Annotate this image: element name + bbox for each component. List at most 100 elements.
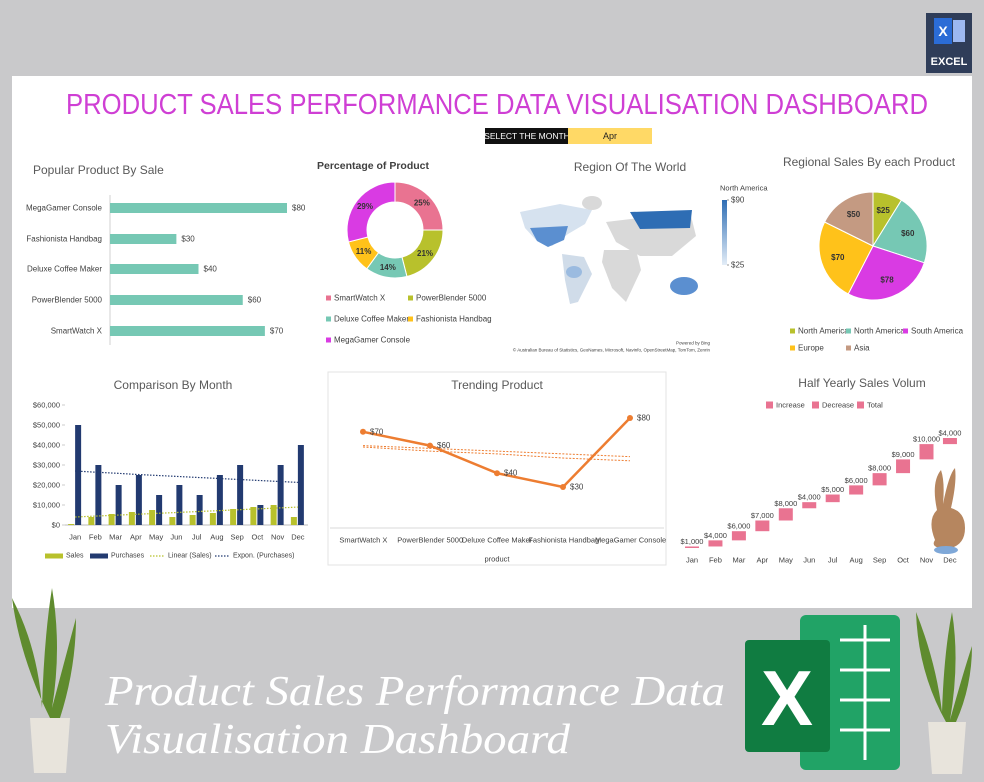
- dashboard-title: PRODUCT SALES PERFORMANCE DATA VISUALISA…: [66, 89, 928, 121]
- legend-label: Expon. (Purchases): [233, 553, 294, 560]
- legend-swatch: [326, 316, 331, 322]
- legend-swatch: [846, 328, 851, 334]
- map-land: [630, 210, 692, 229]
- legend-label: North America: [798, 327, 849, 336]
- legend-label: Europe: [798, 344, 824, 353]
- selected-month[interactable]: Apr: [603, 131, 617, 141]
- logo-letter: X: [938, 23, 948, 39]
- bar: [290, 517, 297, 525]
- x-tick-label: Nov: [271, 533, 285, 542]
- point: [627, 415, 633, 421]
- bar: [802, 502, 817, 509]
- point: [494, 470, 500, 477]
- chart-title: Percentage of Product: [317, 160, 430, 172]
- x-tick-label: Apr: [757, 556, 769, 565]
- bar: [778, 508, 793, 521]
- map-land: [602, 250, 641, 302]
- value-label: $4,000: [798, 493, 821, 502]
- legend-swatch: [790, 328, 795, 334]
- bar: [108, 514, 115, 525]
- value-label: $60: [437, 441, 451, 450]
- value-label: $80: [637, 414, 651, 423]
- value-label: $5,000: [821, 485, 844, 494]
- chart-title: Half Yearly Sales Volum: [798, 376, 925, 390]
- bar: [189, 515, 196, 525]
- x-tick-label: PowerBlender 5000: [397, 536, 463, 545]
- bar: [731, 531, 746, 541]
- bar: [135, 475, 142, 525]
- value-label: 21%: [417, 249, 433, 258]
- legend-swatch: [90, 553, 108, 559]
- legend-swatch: [326, 295, 331, 301]
- bunny-bowtie: [934, 546, 958, 554]
- legend-label: Asia: [854, 344, 870, 353]
- footer-title: Product Sales Performance Data: [104, 669, 725, 715]
- value-label: $8,000: [868, 464, 891, 473]
- footer-title: Visualisation Dashboard: [105, 717, 571, 763]
- plant-leaves: [916, 612, 972, 722]
- y-tick-label: $50,000: [33, 421, 60, 430]
- y-tick-label: $0: [52, 521, 60, 530]
- bar: [257, 505, 264, 525]
- x-tick-label: Feb: [89, 533, 102, 542]
- legend-swatch: [408, 295, 413, 301]
- value-label: $9,000: [892, 450, 915, 459]
- y-tick-label: $40,000: [33, 441, 60, 450]
- x-tick-label: MegaGamer Console: [595, 536, 666, 545]
- bar: [896, 459, 911, 474]
- x-tick-label: Nov: [920, 556, 934, 565]
- month-selector[interactable]: [568, 128, 652, 144]
- bar: [169, 517, 176, 525]
- x-tick-label: Jun: [170, 533, 182, 542]
- x-tick-label: Sep: [230, 533, 243, 542]
- bar: [277, 465, 284, 525]
- value-label: $80: [292, 204, 306, 213]
- value-label: $6,000: [727, 522, 750, 531]
- legend-label: SmartWatch X: [334, 294, 386, 303]
- value-label: 25%: [414, 199, 430, 208]
- point: [360, 428, 366, 435]
- x-tick-label: Jan: [69, 533, 81, 542]
- value-label: $78: [880, 276, 894, 285]
- slice: [346, 181, 396, 243]
- y-tick-label: $10,000: [33, 501, 60, 510]
- trendline: [75, 506, 298, 518]
- y-tick-label: $60,000: [33, 401, 60, 410]
- value-label: $60: [248, 296, 262, 305]
- bar: [156, 495, 163, 525]
- map-land: [566, 266, 582, 278]
- bar: [237, 465, 244, 525]
- credit: Powered by Bing: [676, 341, 711, 346]
- map-land: [530, 226, 568, 247]
- point: [560, 484, 566, 490]
- legend-swatch: [846, 345, 851, 351]
- legend-label: Decrease: [822, 401, 854, 410]
- legend-swatch: [903, 328, 908, 334]
- slice: [872, 199, 928, 264]
- bar: [176, 485, 183, 525]
- credit: © Australian Bureau of Statistics, GeoNa…: [513, 347, 711, 353]
- value-label: $4,000: [938, 429, 961, 438]
- excel-icon: [745, 640, 830, 752]
- excel-letter: X: [761, 654, 813, 742]
- legend-label: Linear (Sales): [168, 553, 212, 560]
- x-tick-label: Oct: [252, 533, 265, 542]
- legend-label: PowerBlender 5000: [416, 294, 487, 303]
- excel-grid: [840, 625, 890, 760]
- point: [427, 442, 433, 449]
- bar: [216, 475, 223, 525]
- category-label: SmartWatch X: [51, 327, 103, 336]
- bar: [919, 444, 934, 460]
- x-tick-label: Aug: [849, 556, 862, 565]
- legend-label: Purchases: [111, 553, 145, 560]
- x-tick-label: Apr: [130, 533, 142, 542]
- map-land: [670, 277, 698, 295]
- value-label: $70: [370, 427, 384, 436]
- y-tick-label: $30,000: [33, 461, 60, 470]
- colorbar: [722, 200, 727, 265]
- bar: [685, 546, 699, 548]
- slice: [847, 245, 925, 301]
- category-label: MegaGamer Console: [26, 204, 103, 213]
- legend-label: South America: [911, 327, 964, 336]
